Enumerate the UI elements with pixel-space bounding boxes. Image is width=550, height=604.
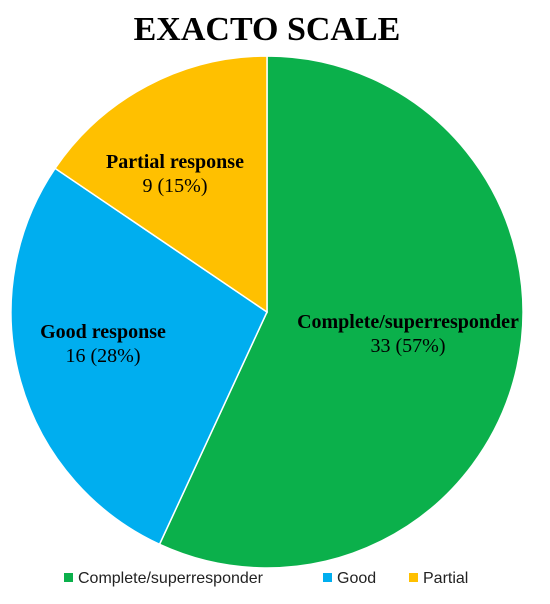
chart-title: EXACTO SCALE bbox=[134, 11, 401, 48]
pie-slice-good bbox=[10, 167, 268, 546]
legend-label-good: Good bbox=[337, 570, 376, 587]
slice-value-partial: 9 (15%) bbox=[143, 175, 208, 197]
legend: Complete/superresponder Good Partial bbox=[64, 570, 468, 587]
legend-swatch-complete bbox=[64, 573, 73, 582]
legend-swatch-good bbox=[323, 573, 332, 582]
pie-slice-complete bbox=[158, 55, 524, 569]
slice-label-partial: Partial response bbox=[106, 151, 244, 173]
slice-value-good: 16 (28%) bbox=[66, 345, 141, 367]
pie-slices bbox=[10, 55, 524, 569]
legend-label-complete: Complete/superresponder bbox=[78, 570, 264, 587]
slice-value-complete: 33 (57%) bbox=[371, 335, 446, 357]
slice-label-good: Good response bbox=[40, 321, 166, 343]
legend-swatch-partial bbox=[409, 573, 418, 582]
legend-label-partial: Partial bbox=[423, 570, 468, 587]
slice-labels: Complete/superresponder 33 (57%) Good re… bbox=[40, 151, 519, 367]
slice-label-complete: Complete/superresponder bbox=[297, 311, 519, 333]
pie-slice-partial bbox=[54, 55, 268, 314]
